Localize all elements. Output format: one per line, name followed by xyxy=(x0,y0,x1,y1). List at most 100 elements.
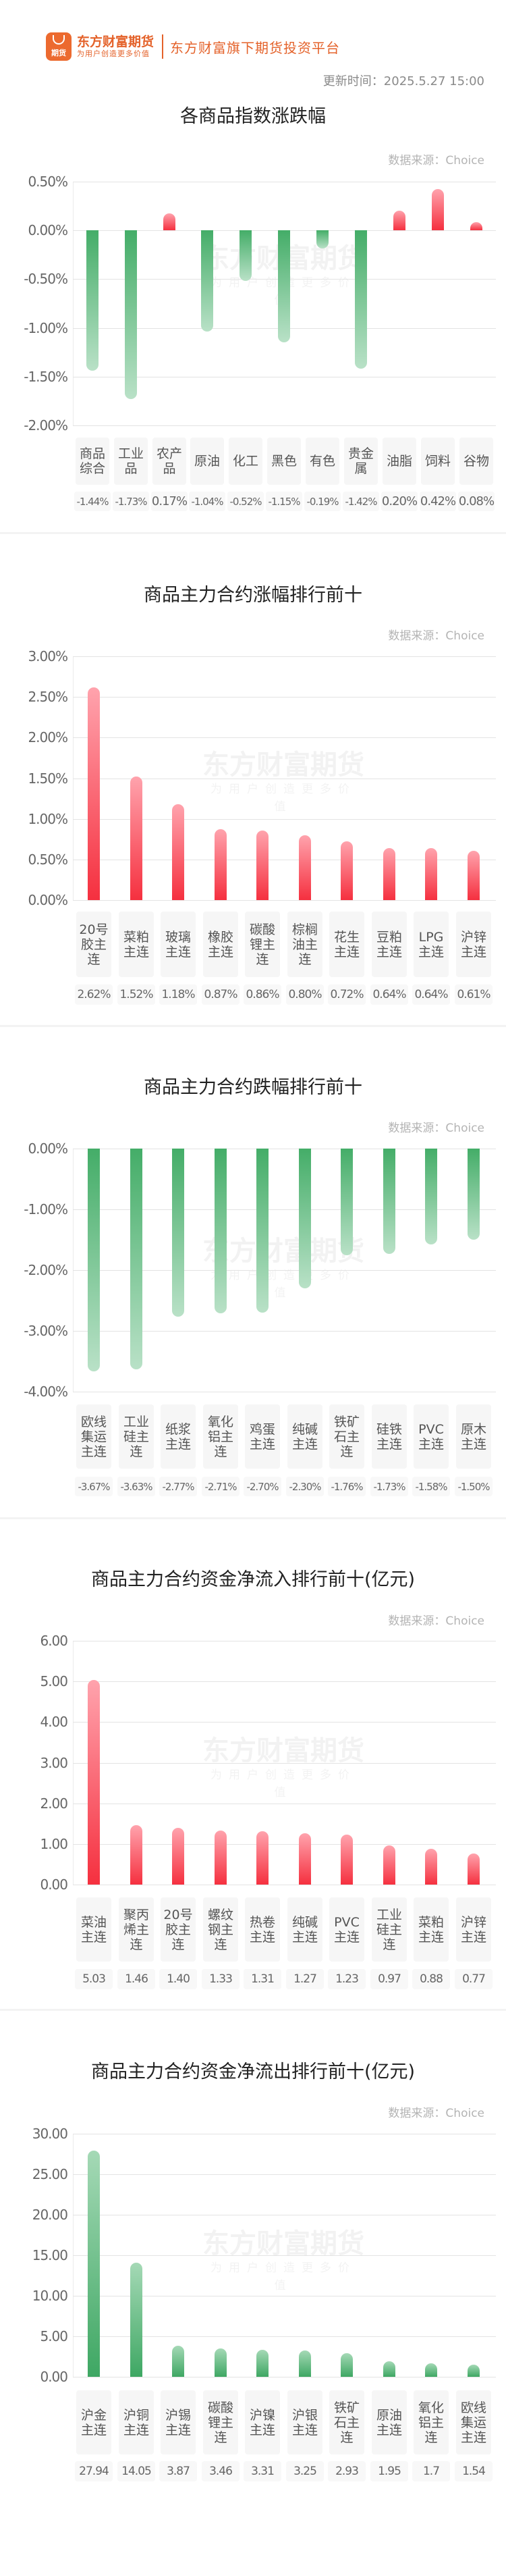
bar[interactable] xyxy=(88,2151,100,2377)
bar[interactable] xyxy=(383,848,395,900)
bar[interactable] xyxy=(172,1828,184,1885)
bar[interactable] xyxy=(201,230,213,332)
watermark: 东方财富期货为用户创造更多价值 xyxy=(202,1735,364,1802)
y-axis-line xyxy=(73,182,74,425)
x-value-label: 1.46 xyxy=(117,1969,155,1989)
watermark-sub: 为用户创造更多价值 xyxy=(210,2261,356,2292)
bar[interactable] xyxy=(341,1149,353,1255)
x-category-label: 饲料 xyxy=(421,438,455,485)
x-value-label: 1.7 xyxy=(412,2461,450,2481)
y-tick-label: 5.00 xyxy=(40,1673,68,1689)
bar[interactable] xyxy=(341,841,353,900)
bar[interactable] xyxy=(256,1831,269,1885)
bar[interactable] xyxy=(383,1149,395,1254)
bar[interactable] xyxy=(425,848,437,900)
bar[interactable] xyxy=(383,1845,395,1885)
x-category-label: 螺纹钢主连 xyxy=(203,1897,238,1962)
x-value-label: 0.80% xyxy=(286,984,324,1005)
bar[interactable] xyxy=(130,1825,142,1885)
x-value-label: -3.67% xyxy=(75,1477,113,1496)
bar[interactable] xyxy=(278,230,290,342)
y-tick-label: 0.00% xyxy=(28,1140,68,1157)
bar[interactable] xyxy=(468,1149,480,1240)
bar[interactable] xyxy=(355,230,367,369)
bar[interactable] xyxy=(470,222,482,230)
bar[interactable] xyxy=(425,1149,437,1244)
y-tick-label: 20.00 xyxy=(32,2207,68,2223)
x-value-label: -1.73% xyxy=(370,1477,408,1496)
x-category-label: 沪镍主连 xyxy=(245,2390,280,2454)
bar[interactable] xyxy=(130,1149,142,1369)
bar[interactable] xyxy=(130,2263,142,2377)
x-value-label: 0.61% xyxy=(455,984,493,1005)
x-value-label: 3.25 xyxy=(286,2461,324,2481)
x-category-label: 热卷主连 xyxy=(245,1897,280,1962)
bar[interactable] xyxy=(383,2361,395,2377)
x-category-label: 纯碱主连 xyxy=(287,1897,322,1962)
gridline xyxy=(73,1844,496,1845)
data-source: 数据来源：Choice xyxy=(388,154,484,167)
chart-title: 商品主力合约资金净流出排行前十(亿元) xyxy=(90,2061,416,2082)
x-category-label: 玻璃主连 xyxy=(161,912,196,977)
bar[interactable] xyxy=(393,211,405,230)
bar[interactable] xyxy=(341,1835,353,1885)
x-value-label: -3.63% xyxy=(117,1477,155,1496)
bar[interactable] xyxy=(125,230,137,399)
bar[interactable] xyxy=(172,1149,184,1317)
bar[interactable] xyxy=(299,1833,311,1885)
x-value-label: 5.03 xyxy=(75,1969,113,1989)
bar[interactable] xyxy=(172,2346,184,2377)
gridline xyxy=(73,1331,496,1332)
bar[interactable] xyxy=(88,1149,100,1371)
bar[interactable] xyxy=(256,1149,269,1313)
bar[interactable] xyxy=(215,1149,227,1313)
bar[interactable] xyxy=(468,2365,480,2377)
y-tick-label: -4.00% xyxy=(24,1384,68,1400)
data-source: 数据来源：Choice xyxy=(388,1614,484,1628)
bar[interactable] xyxy=(256,831,269,900)
bar[interactable] xyxy=(88,687,100,900)
bar[interactable] xyxy=(215,829,227,900)
x-category-label: 谷物 xyxy=(459,438,493,485)
x-category-label: 橡胶主连 xyxy=(203,912,238,977)
bar[interactable] xyxy=(468,1854,480,1885)
gridline xyxy=(73,2255,496,2256)
bar[interactable] xyxy=(256,2350,269,2377)
y-axis-line xyxy=(73,656,74,900)
bar[interactable] xyxy=(432,189,444,230)
x-value-label: -0.52% xyxy=(227,492,264,511)
bar[interactable] xyxy=(468,851,480,900)
y-tick-label: -0.50% xyxy=(24,271,68,287)
bar[interactable] xyxy=(86,230,99,371)
bar[interactable] xyxy=(299,2350,311,2377)
x-value-label: -1.15% xyxy=(266,492,302,511)
bar[interactable] xyxy=(215,2348,227,2377)
bar[interactable] xyxy=(316,230,329,248)
x-category-label: 菜油主连 xyxy=(76,1897,111,1962)
bar[interactable] xyxy=(299,835,311,900)
x-category-label: 原油主连 xyxy=(372,2390,407,2454)
x-category-label: 沪银主连 xyxy=(287,2390,322,2454)
y-tick-label: 0.50% xyxy=(28,174,68,190)
bar[interactable] xyxy=(88,1680,100,1885)
bar[interactable] xyxy=(240,230,252,281)
x-category-label: 铁矿石主连 xyxy=(329,1404,364,1469)
bar[interactable] xyxy=(172,804,184,900)
bar[interactable] xyxy=(425,2363,437,2377)
y-tick-label: 2.50% xyxy=(28,689,68,705)
x-category-label: PVC主连 xyxy=(329,1897,364,1962)
bar[interactable] xyxy=(215,1831,227,1885)
gridline xyxy=(73,1763,496,1764)
bar[interactable] xyxy=(299,1149,311,1288)
bar[interactable] xyxy=(425,1849,437,1885)
y-tick-label: 0.00 xyxy=(40,2369,68,2385)
x-value-label: -1.04% xyxy=(189,492,225,511)
x-category-label: 工业硅主连 xyxy=(372,1897,407,1962)
x-value-label: 1.54 xyxy=(455,2461,493,2481)
bar[interactable] xyxy=(163,213,175,230)
x-category-label: 菜粕主连 xyxy=(119,912,154,977)
bar[interactable] xyxy=(130,777,142,900)
bar[interactable] xyxy=(341,2353,353,2377)
gridline xyxy=(73,1681,496,1682)
x-value-label: 1.40 xyxy=(159,1969,197,1989)
